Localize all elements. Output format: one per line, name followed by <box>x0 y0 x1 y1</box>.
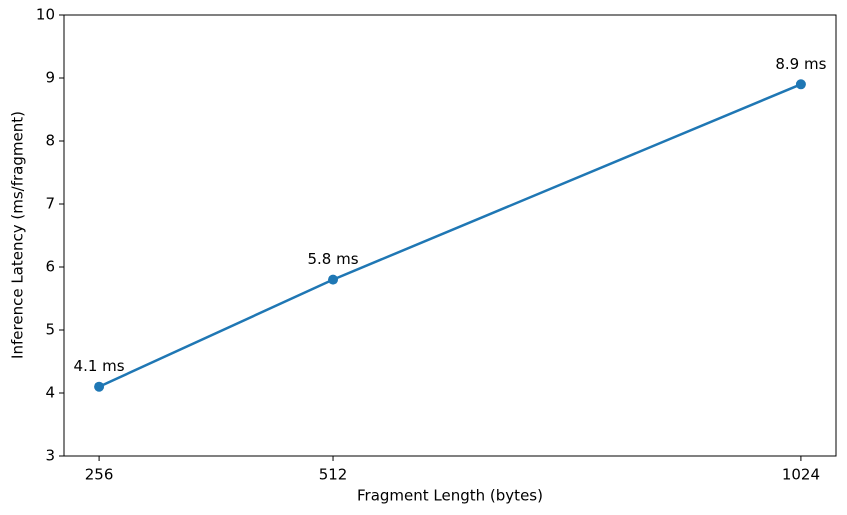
line <box>98 83 802 388</box>
y-tick-label: 5 <box>45 321 55 339</box>
y-tick-label: 6 <box>45 258 55 276</box>
y-tick-label: 8 <box>45 132 55 150</box>
data-label: 8.9 ms <box>775 55 826 73</box>
y-tick-label: 9 <box>45 69 55 87</box>
y-tick-label: 3 <box>45 447 55 465</box>
y-tick-label: 7 <box>45 195 55 213</box>
data-label: 4.1 ms <box>74 357 125 375</box>
point <box>94 381 105 392</box>
x-axis-label: Fragment Length (bytes) <box>357 487 543 505</box>
x-tick-label: 512 <box>319 466 348 484</box>
x-tick-label: 1024 <box>782 466 820 484</box>
y-tick-label: 4 <box>45 384 55 402</box>
plot-frame <box>63 14 837 457</box>
point <box>328 274 339 285</box>
y-tick-label: 10 <box>36 6 55 24</box>
y-axis-label: Inference Latency (ms/fragment) <box>9 111 27 359</box>
point <box>795 79 806 90</box>
x-tick-label: 256 <box>85 466 114 484</box>
data-label: 5.8 ms <box>307 250 358 268</box>
